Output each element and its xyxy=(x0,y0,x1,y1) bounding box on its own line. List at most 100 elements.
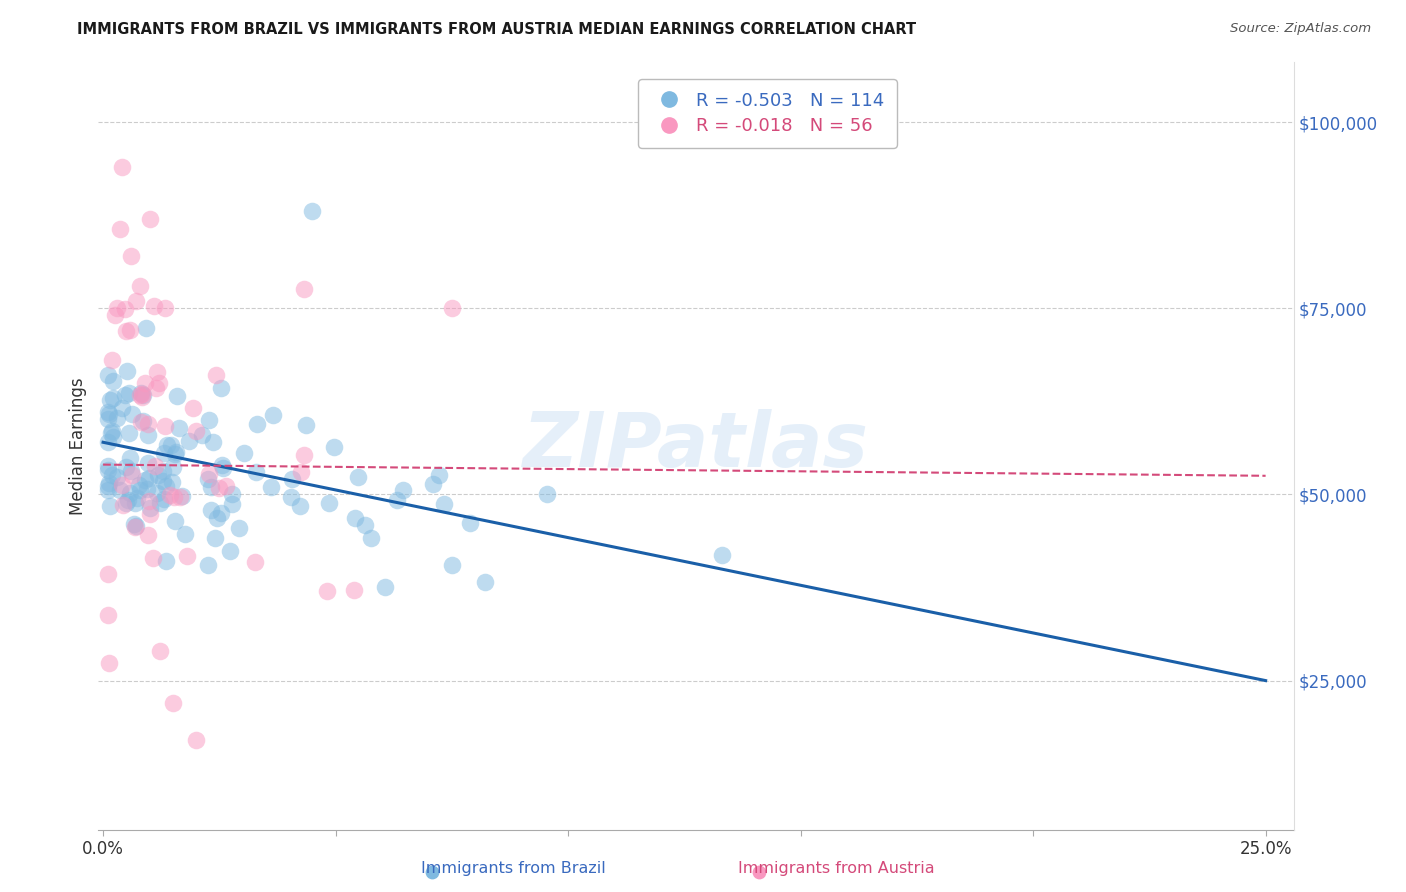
Point xyxy=(165,515,187,529)
Point xyxy=(246,417,269,431)
Point xyxy=(135,483,157,497)
Point xyxy=(129,415,152,429)
Point xyxy=(114,459,136,474)
Point xyxy=(122,516,145,531)
Text: Immigrants from Austria: Immigrants from Austria xyxy=(738,861,935,876)
Point xyxy=(105,411,128,425)
Point xyxy=(138,471,160,485)
Point xyxy=(139,500,162,515)
Point xyxy=(214,479,236,493)
Point xyxy=(148,376,170,390)
Point xyxy=(103,375,125,389)
Point xyxy=(159,488,181,502)
Point xyxy=(262,409,284,423)
Point xyxy=(98,392,121,407)
Point xyxy=(121,468,143,483)
Point xyxy=(433,497,456,511)
Point xyxy=(136,417,159,432)
Point xyxy=(197,558,219,572)
Point xyxy=(97,412,120,426)
Point xyxy=(392,483,415,497)
Point xyxy=(152,464,174,478)
Point xyxy=(176,549,198,563)
Point xyxy=(129,483,152,498)
Point xyxy=(103,430,125,444)
Point xyxy=(211,461,233,475)
Point xyxy=(120,323,142,337)
Point xyxy=(98,499,121,513)
Point xyxy=(205,368,228,383)
Legend: R = -0.503   N = 114, R = -0.018   N = 56: R = -0.503 N = 114, R = -0.018 N = 56 xyxy=(638,79,897,148)
Point xyxy=(97,567,120,582)
Point xyxy=(124,519,146,533)
Point xyxy=(301,204,323,219)
Point xyxy=(132,388,155,402)
Point xyxy=(108,483,131,498)
Point xyxy=(129,278,152,293)
Point xyxy=(152,491,174,506)
Point xyxy=(120,451,142,466)
Point xyxy=(163,490,186,504)
Point xyxy=(146,365,169,379)
Point xyxy=(120,464,142,478)
Point xyxy=(318,496,340,510)
Point xyxy=(208,481,231,495)
Point xyxy=(907,764,929,778)
Point xyxy=(204,531,226,545)
Point xyxy=(121,407,143,421)
Point xyxy=(294,417,316,432)
Point xyxy=(290,466,312,480)
Point xyxy=(127,491,149,505)
Point xyxy=(169,490,191,504)
Point xyxy=(260,480,283,494)
Point xyxy=(233,446,256,460)
Point xyxy=(97,483,120,498)
Point xyxy=(101,425,124,439)
Point xyxy=(200,503,222,517)
Point xyxy=(191,428,214,442)
Point xyxy=(136,456,159,470)
Point xyxy=(581,764,603,778)
Point xyxy=(117,492,139,507)
Point xyxy=(711,548,734,562)
Point xyxy=(108,222,131,236)
Point xyxy=(474,574,496,589)
Point xyxy=(292,448,315,462)
Point xyxy=(165,445,187,459)
Point xyxy=(211,458,233,472)
Point xyxy=(97,479,120,493)
Point xyxy=(292,282,315,296)
Text: Immigrants from Brazil: Immigrants from Brazil xyxy=(420,861,606,876)
Point xyxy=(97,368,120,382)
Point xyxy=(209,506,232,520)
Point xyxy=(221,498,243,512)
Point xyxy=(112,498,135,512)
Point xyxy=(132,414,155,428)
Point xyxy=(115,363,138,377)
Point xyxy=(103,391,125,405)
Point xyxy=(153,301,176,316)
Point xyxy=(138,211,160,226)
Point xyxy=(221,487,243,501)
Point xyxy=(120,486,142,500)
Point xyxy=(245,555,267,569)
Point xyxy=(197,472,219,486)
Point xyxy=(441,558,464,573)
Y-axis label: Median Earnings: Median Earnings xyxy=(69,377,87,515)
Text: ZIPatlas: ZIPatlas xyxy=(523,409,869,483)
Point xyxy=(135,321,157,335)
Point xyxy=(536,487,558,501)
Point xyxy=(156,438,179,452)
Point xyxy=(281,472,304,486)
Point xyxy=(128,477,150,491)
Text: Source: ZipAtlas.com: Source: ZipAtlas.com xyxy=(1230,22,1371,36)
Point xyxy=(149,496,172,510)
Point xyxy=(114,301,136,316)
Point xyxy=(458,516,481,530)
Point xyxy=(162,696,184,710)
Point xyxy=(160,438,183,452)
Point xyxy=(118,386,141,401)
Point xyxy=(219,543,242,558)
Point xyxy=(131,387,153,401)
Point xyxy=(347,470,370,484)
